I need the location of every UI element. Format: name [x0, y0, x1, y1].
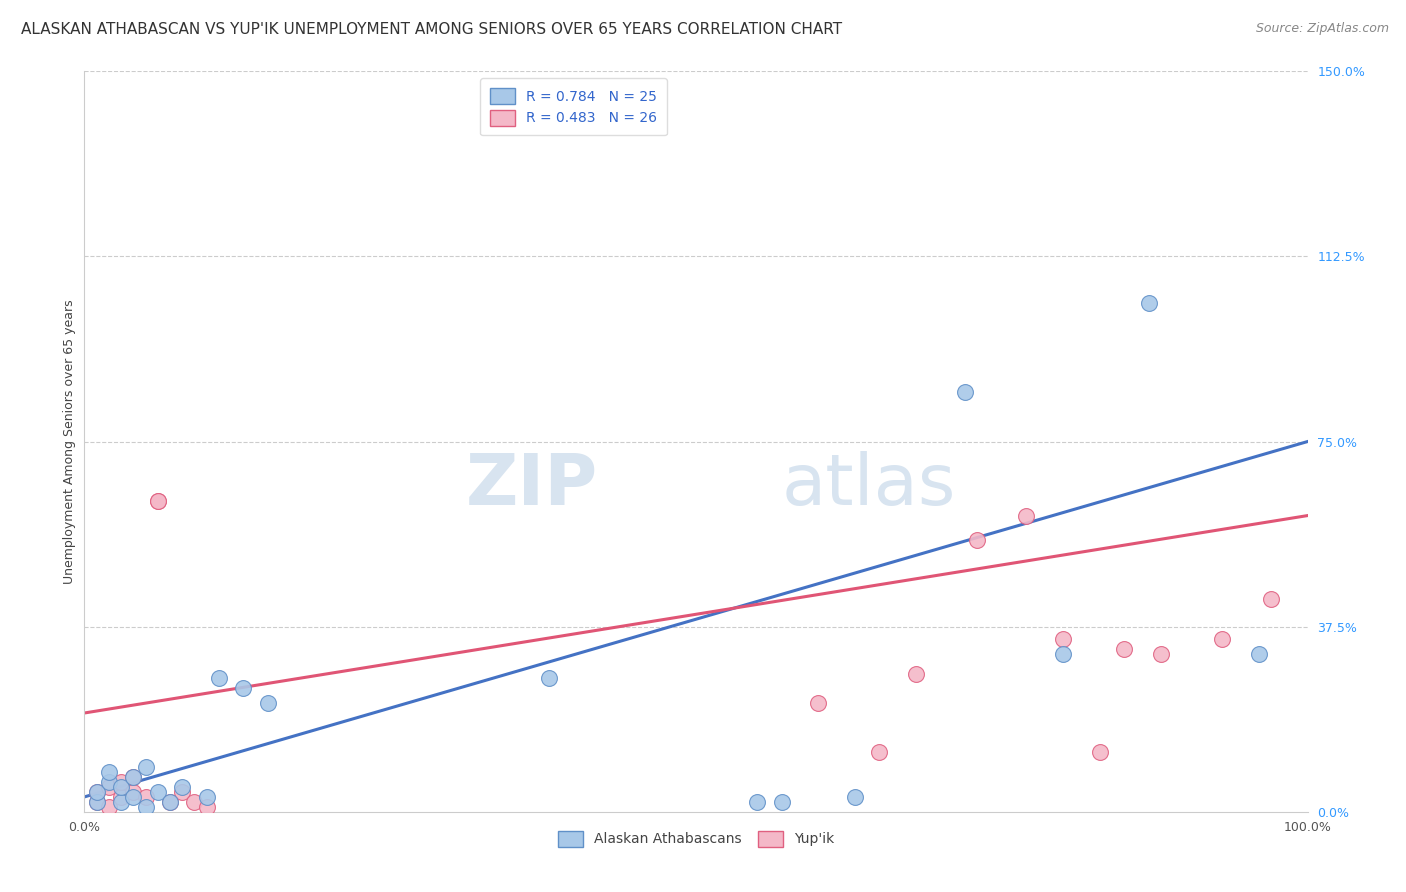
Point	[257, 696, 280, 710]
Point	[110, 789, 132, 804]
Point	[1052, 647, 1074, 661]
Point	[122, 770, 145, 784]
Point	[953, 385, 976, 400]
Point	[110, 775, 132, 789]
Point	[86, 785, 108, 799]
Point	[1247, 647, 1270, 661]
Point	[86, 785, 108, 799]
Point	[1052, 632, 1074, 646]
Point	[538, 672, 561, 686]
Point	[1088, 746, 1111, 760]
Point	[110, 780, 132, 794]
Point	[208, 672, 231, 686]
Point	[146, 493, 169, 508]
Point	[195, 799, 218, 814]
Point	[97, 780, 120, 794]
Point	[869, 746, 891, 760]
Point	[122, 785, 145, 799]
Point	[122, 789, 145, 804]
Text: ZIP: ZIP	[465, 451, 598, 520]
Y-axis label: Unemployment Among Seniors over 65 years: Unemployment Among Seniors over 65 years	[63, 299, 76, 584]
Point	[807, 696, 830, 710]
Point	[172, 780, 194, 794]
Point	[195, 789, 218, 804]
Point	[146, 493, 169, 508]
Point	[97, 799, 120, 814]
Point	[905, 666, 928, 681]
Point	[97, 765, 120, 780]
Point	[1015, 508, 1038, 523]
Point	[1150, 647, 1173, 661]
Legend: Alaskan Athabascans, Yup'ik: Alaskan Athabascans, Yup'ik	[548, 822, 844, 856]
Point	[1211, 632, 1233, 646]
Point	[159, 795, 181, 809]
Point	[966, 533, 988, 548]
Point	[172, 785, 194, 799]
Point	[232, 681, 254, 696]
Point	[86, 795, 108, 809]
Text: Source: ZipAtlas.com: Source: ZipAtlas.com	[1256, 22, 1389, 36]
Point	[844, 789, 866, 804]
Point	[1137, 296, 1160, 310]
Text: ALASKAN ATHABASCAN VS YUP'IK UNEMPLOYMENT AMONG SENIORS OVER 65 YEARS CORRELATIO: ALASKAN ATHABASCAN VS YUP'IK UNEMPLOYMEN…	[21, 22, 842, 37]
Point	[1114, 641, 1136, 656]
Point	[122, 770, 145, 784]
Point	[86, 795, 108, 809]
Text: atlas: atlas	[782, 451, 956, 520]
Point	[183, 795, 205, 809]
Point	[110, 795, 132, 809]
Point	[135, 789, 157, 804]
Point	[135, 799, 157, 814]
Point	[1260, 592, 1282, 607]
Point	[159, 795, 181, 809]
Point	[770, 795, 793, 809]
Point	[146, 785, 169, 799]
Point	[97, 775, 120, 789]
Point	[747, 795, 769, 809]
Point	[135, 760, 157, 774]
